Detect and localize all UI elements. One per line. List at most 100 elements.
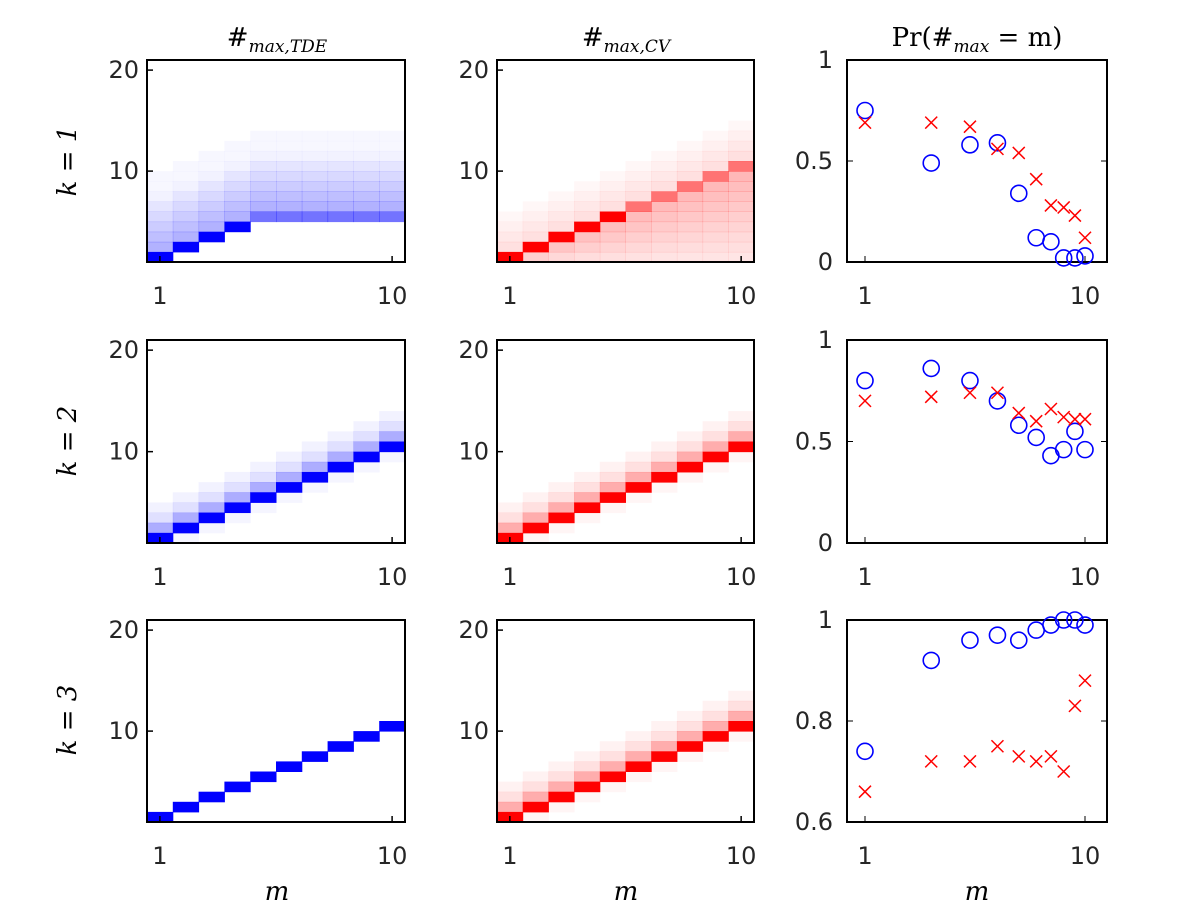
heatmap-cell: [276, 191, 303, 202]
heatmap-cell: [651, 211, 678, 223]
heatmap-cell: [522, 211, 549, 223]
axes-frame: [846, 59, 1108, 263]
point-circle: [1076, 616, 1094, 634]
heatmap-cell: [625, 761, 652, 772]
heatmap-cell: [651, 471, 678, 483]
heatmap-cell: [728, 710, 755, 722]
heatmap-cell: [728, 441, 755, 453]
heatmap-cell: [172, 801, 200, 813]
heatmap-cell: [250, 141, 276, 152]
heatmap-cell: [353, 731, 380, 742]
heatmap-cell: [301, 161, 329, 172]
point-x: [990, 142, 1004, 156]
heatmap-cell: [172, 522, 200, 534]
ytick-label: 1: [818, 326, 833, 354]
point-circle: [922, 359, 941, 378]
point-x: [1057, 200, 1071, 214]
heatmap-cell: [651, 151, 677, 162]
heatmap-cell: [651, 461, 678, 473]
point-circle: [1066, 249, 1084, 267]
heatmap-cell: [548, 522, 575, 534]
heatmap-cell: [379, 131, 405, 142]
heatmap-cell: [353, 451, 380, 463]
point-circle: [1027, 621, 1045, 639]
heatmap-cell: [198, 191, 225, 202]
heatmap-cell: [548, 791, 575, 803]
heatmap-cell: [302, 141, 328, 152]
heatmap-cell: [599, 251, 626, 263]
point-x: [1012, 406, 1026, 420]
heatmap-cell: [548, 191, 574, 202]
scatter-panel-k2-pr: 0 0.5 1 1 10: [795, 326, 1108, 591]
heatmap-cell: [651, 451, 678, 463]
heatmap-cell: [728, 191, 755, 202]
heatmap-cell: [301, 461, 329, 473]
point-x: [1012, 146, 1026, 160]
heatmap-cell: [651, 171, 678, 182]
heatmap-cell: [599, 482, 626, 493]
heatmap-cell: [676, 431, 704, 442]
axes-frame: [846, 339, 1108, 544]
heatmap-cell: [224, 191, 251, 202]
heatmap-cell: [379, 411, 406, 422]
heatmap-cell: [728, 181, 755, 192]
heatmap-cell: [301, 751, 329, 762]
heatmap-cell: [728, 731, 755, 742]
heatmap-cell: [172, 201, 200, 212]
heatmap-cell: [147, 502, 174, 514]
heatmap-cell: [728, 221, 755, 233]
heatmap-cell: [574, 771, 601, 783]
xtick-label: 1: [857, 563, 872, 591]
heatmap-cell: [250, 131, 276, 142]
heatmap-cell: [523, 201, 549, 212]
heatmap-cell: [250, 492, 277, 503]
heatmap-cell: [327, 191, 354, 202]
xtick-label: 1: [857, 282, 872, 310]
heatmap-cell: [574, 512, 601, 524]
heatmap-cell: [651, 201, 678, 212]
heatmap-cell: [522, 251, 549, 263]
heatmap-cell: [172, 532, 200, 544]
heatmap-cell: [276, 161, 303, 172]
heatmap-cell: [702, 421, 729, 432]
heatmap-cell: [379, 150, 406, 162]
heatmap-cell: [599, 751, 626, 762]
ytick-label: 0: [818, 248, 833, 276]
point-x: [1012, 749, 1026, 763]
heatmap-cell: [574, 761, 601, 772]
point-circle: [856, 101, 874, 120]
point-circle: [922, 154, 941, 172]
xtick-label: 1: [857, 842, 872, 870]
heatmap-cell: [198, 201, 225, 212]
point-x: [963, 120, 977, 134]
heatmap-cell: [548, 221, 575, 233]
heatmap-cell: [574, 241, 601, 253]
heatmap-cell: [250, 502, 277, 514]
heatmap-cell: [301, 181, 329, 192]
xtick-label: 10: [377, 563, 408, 591]
heatmap-cell: [702, 181, 729, 192]
row-label-k1: k = 1: [53, 126, 83, 197]
heatmap-cell: [728, 171, 755, 182]
heatmap-cell: [327, 441, 354, 453]
heatmap-cell: [198, 522, 225, 534]
heatmap-cell: [676, 741, 704, 752]
xtick-label: 10: [1070, 282, 1101, 310]
heatmap-cell: [676, 150, 704, 162]
heatmap-cell: [353, 191, 380, 202]
heatmap-cell: [172, 211, 200, 223]
heatmap-cell: [651, 751, 678, 762]
heatmap-cell: [173, 171, 199, 182]
heatmap-cell: [728, 690, 755, 702]
heatmap-cell: [353, 441, 380, 453]
heatmap-cell: [379, 421, 406, 432]
ytick-label: 20: [458, 616, 489, 644]
point-circle: [1042, 233, 1060, 251]
heatmap-cell: [353, 171, 380, 182]
heatmap-cell: [379, 191, 406, 202]
heatmap-cell: [651, 741, 678, 752]
axes-frame: [146, 339, 406, 544]
heatmap-cell: [353, 461, 380, 473]
col-title-tde: #max,TDE: [227, 23, 328, 57]
